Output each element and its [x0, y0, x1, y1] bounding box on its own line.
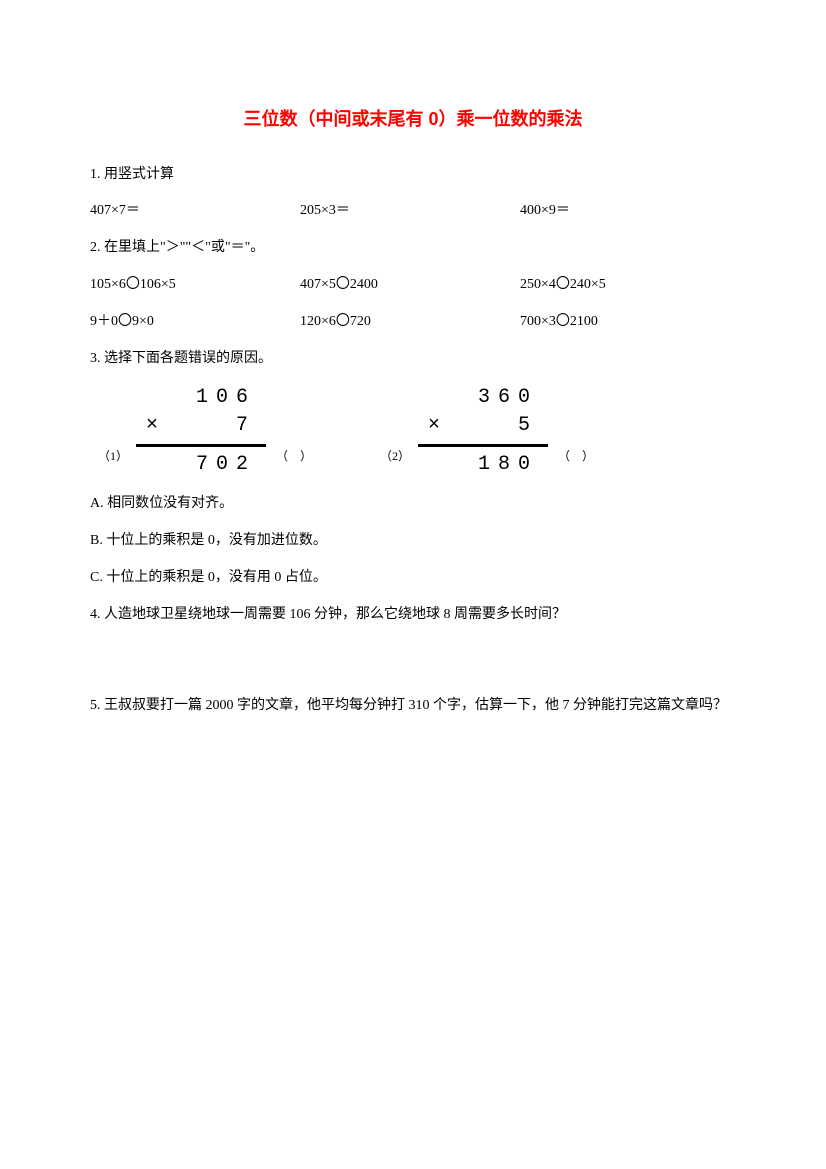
- q3-calc-row: （1） 106 × 7 702 （ ） （2） 360 × 5 180 （ ）: [90, 384, 736, 479]
- calc1-rule: [136, 444, 266, 447]
- q2-item: 700×3〇2100: [520, 307, 730, 338]
- q2-item: 9＋0〇9×0: [90, 307, 300, 338]
- calc1-mid: × 7: [146, 412, 256, 440]
- times-icon: ×: [428, 412, 448, 440]
- q2-row2: 9＋0〇9×0 120×6〇720 700×3〇2100: [90, 307, 736, 338]
- q2-label: 2. 在里填上"＞""＜"或"＝"。: [90, 233, 736, 264]
- q2-item: 105×6〇106×5: [90, 270, 300, 301]
- q2-item: 120×6〇720: [300, 307, 520, 338]
- q2-row1: 105×6〇106×5 407×5〇2400 250×4〇240×5: [90, 270, 736, 301]
- calc2-rule: [418, 444, 548, 447]
- calc1-bot: 702: [146, 451, 256, 479]
- q2-item: 407×5〇2400: [300, 270, 520, 301]
- q1-label: 1. 用竖式计算: [90, 160, 736, 191]
- q5-text: 5. 王叔叔要打一篇 2000 字的文章，他平均每分钟打 310 个字，估算一下…: [90, 691, 736, 722]
- q4-text: 4. 人造地球卫星绕地球一周需要 106 分钟，那么它绕地球 8 周需要多长时间…: [90, 600, 736, 631]
- q1-item: 400×9＝: [520, 196, 730, 227]
- calc1-mult: 7: [236, 414, 256, 437]
- q1-item: 205×3＝: [300, 196, 520, 227]
- calc2-top: 360: [428, 384, 538, 412]
- vertical-calc-2: 360 × 5 180: [418, 384, 548, 479]
- times-icon: ×: [146, 412, 166, 440]
- worksheet-page: 三位数（中间或末尾有 0）乘一位数的乘法 1. 用竖式计算 407×7＝ 205…: [0, 0, 826, 721]
- calc2-mid: × 5: [428, 412, 538, 440]
- vertical-calc-1: 106 × 7 702: [136, 384, 266, 479]
- calc2-index: （2）: [380, 443, 410, 469]
- q2-item: 250×4〇240×5: [520, 270, 730, 301]
- calc2-bot: 180: [428, 451, 538, 479]
- q3-option: A. 相同数位没有对齐。: [90, 489, 736, 520]
- q1-row: 407×7＝ 205×3＝ 400×9＝: [90, 196, 736, 227]
- page-title: 三位数（中间或末尾有 0）乘一位数的乘法: [90, 100, 736, 140]
- q3-label: 3. 选择下面各题错误的原因。: [90, 344, 736, 375]
- calc2-mult: 5: [518, 414, 538, 437]
- q3-option: C. 十位上的乘积是 0，没有用 0 占位。: [90, 563, 736, 594]
- calc2-blank: （ ）: [558, 443, 594, 469]
- calc1-blank: （ ）: [276, 443, 312, 469]
- q1-item: 407×7＝: [90, 196, 300, 227]
- calc1-index: （1）: [98, 443, 128, 469]
- q3-option: B. 十位上的乘积是 0，没有加进位数。: [90, 526, 736, 557]
- calc1-top: 106: [146, 384, 256, 412]
